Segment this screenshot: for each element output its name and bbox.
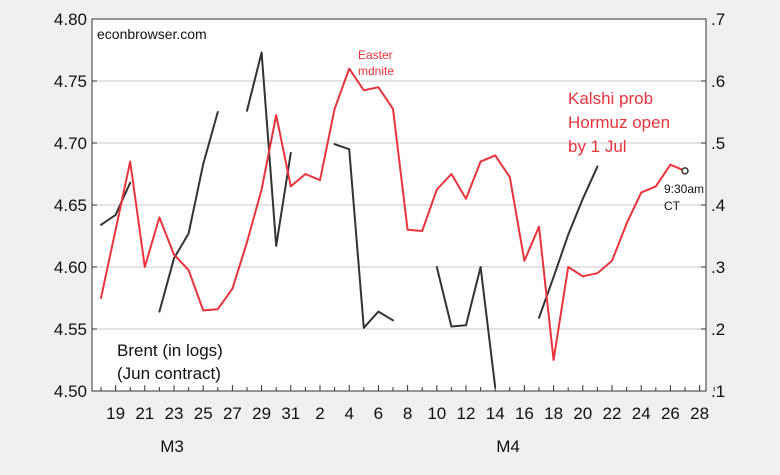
label-layer: M3 M4 econbrowser.com Easter mdnite Kalshi pr… [97,26,704,456]
series-brent-line [158,111,219,313]
x-tick-label: 10 [427,404,446,423]
x-tick-label: 31 [281,404,300,423]
left-tick-label: 4.65 [54,196,87,215]
right-tick-label: .3 [711,258,725,277]
left-tick-label: 4.60 [54,258,87,277]
series-brent-line [435,266,497,389]
left-tick-label: 4.70 [54,134,87,153]
right-tick-label: .7 [711,10,725,29]
x-tick-label: 22 [603,404,622,423]
x-tick-label: 8 [403,404,412,423]
left-tick-label: 4.80 [54,10,87,29]
x-tick-label: 6 [374,404,383,423]
left-tick-label: 4.55 [54,320,87,339]
end-marker [681,167,689,175]
right-tick-label: .6 [711,72,725,91]
x-tick-label: 2 [315,404,324,423]
x-tick-label: 23 [165,404,184,423]
x-tick-label: 29 [252,404,271,423]
right-tick-label: .4 [711,196,725,215]
x-tick-label: 24 [632,404,651,423]
series-layer [100,51,689,389]
series-brent-line [333,143,394,329]
month-label: M4 [496,437,520,456]
series-brent-line [100,181,132,226]
x-tick-label: 16 [515,404,534,423]
x-tick-label: 25 [194,404,213,423]
series-brent-line [538,165,599,319]
left-tick-label: 4.75 [54,72,87,91]
x-tick-label: 4 [344,404,353,423]
x-tick-label: 26 [661,404,680,423]
x-tick-label: 18 [544,404,563,423]
x-tick-label: 20 [573,404,592,423]
x-tick-label: 14 [486,404,505,423]
x-tick-label: 21 [135,404,154,423]
source-label: econbrowser.com [97,26,207,42]
x-tick-label: 27 [223,404,242,423]
x-tick-label: 19 [106,404,125,423]
brent-legend-label: Brent (in logs) (Jun contract) [117,341,223,383]
series-kalshi-line [100,67,686,361]
right-tick-label: .1 [711,382,725,401]
x-tick-label: 28 [690,404,709,423]
left-tick-label: 4.50 [54,382,87,401]
month-label: M3 [160,437,184,456]
right-tick-label: .2 [711,320,725,339]
easter-annotation: Easter mdnite [358,48,394,78]
right-tick-label: .5 [711,134,725,153]
kalshi-legend-label: Kalshi prob Hormuz open by 1 Jul [568,89,670,156]
x-tick-label: 12 [457,404,476,423]
time-annotation: 9:30am CT [664,182,704,213]
tick-layer: 4.50 4.55 4.60 4.65 4.70 4.75 4.80 .1 .2 .3 .4 .5 .6… [54,10,725,423]
